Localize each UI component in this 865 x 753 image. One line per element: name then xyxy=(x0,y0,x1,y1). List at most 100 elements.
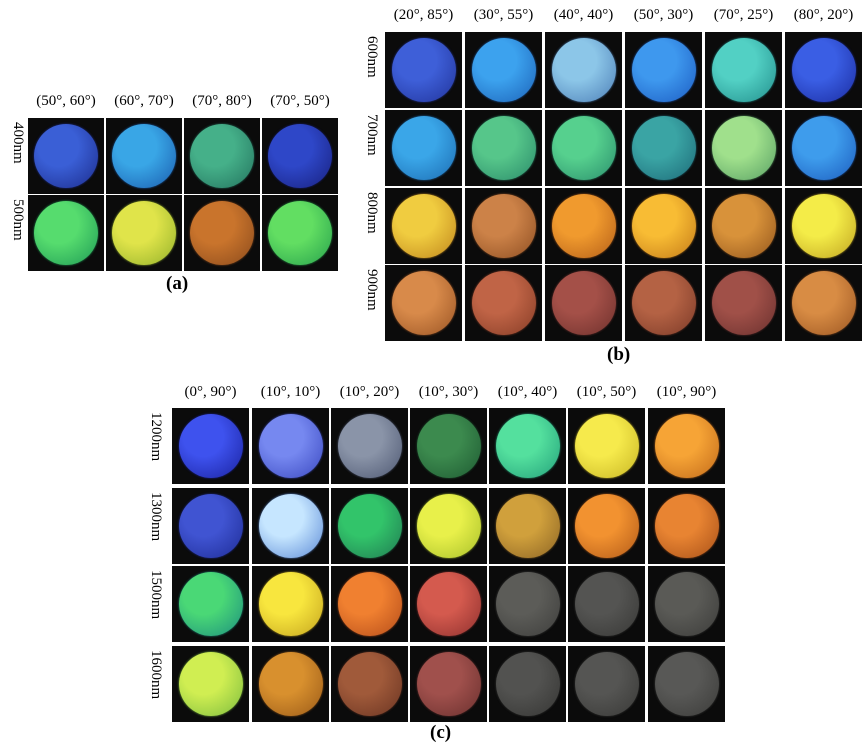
sample-disc xyxy=(574,652,639,716)
sample-cell xyxy=(625,32,702,108)
sample-disc xyxy=(791,38,856,102)
row-label: 700nm xyxy=(364,114,380,156)
sample-disc xyxy=(337,572,402,636)
sample-disc xyxy=(551,271,616,335)
row-label: 900nm xyxy=(364,269,380,311)
sample-cell xyxy=(465,32,542,108)
sample-cell xyxy=(489,408,566,484)
panel-caption: (c) xyxy=(430,722,452,743)
column-label: (10°, 40°) xyxy=(497,384,558,400)
sample-cell xyxy=(545,110,622,186)
sample-cell xyxy=(106,195,182,271)
sample-cell xyxy=(28,195,104,271)
sample-disc xyxy=(495,414,560,478)
sample-cell xyxy=(252,488,329,564)
sample-disc xyxy=(112,201,176,265)
sample-cell xyxy=(625,265,702,341)
sample-disc xyxy=(495,652,560,716)
sample-cell xyxy=(545,188,622,264)
sample-cell xyxy=(625,110,702,186)
sample-cell xyxy=(172,566,249,642)
sample-cell xyxy=(252,646,329,722)
sample-disc xyxy=(654,494,719,558)
sample-disc xyxy=(711,271,776,335)
sample-disc xyxy=(551,116,616,180)
sample-cell xyxy=(568,566,645,642)
column-label: (80°, 20°) xyxy=(793,7,854,23)
sample-cell xyxy=(252,566,329,642)
sample-cell xyxy=(465,110,542,186)
sample-cell xyxy=(648,488,725,564)
sample-cell xyxy=(785,265,862,341)
sample-disc xyxy=(654,652,719,716)
sample-cell xyxy=(410,488,487,564)
sample-cell xyxy=(252,408,329,484)
sample-cell xyxy=(262,195,338,271)
sample-cell xyxy=(705,265,782,341)
sample-disc xyxy=(268,124,332,188)
sample-disc xyxy=(416,572,481,636)
sample-disc xyxy=(391,116,456,180)
sample-cell xyxy=(489,646,566,722)
column-label: (70°, 50°) xyxy=(270,93,330,109)
sample-disc xyxy=(495,572,560,636)
panel-caption: (a) xyxy=(166,273,189,294)
column-label: (20°, 85°) xyxy=(393,7,454,23)
sample-disc xyxy=(631,38,696,102)
column-label: (10°, 90°) xyxy=(656,384,717,400)
sample-cell xyxy=(172,488,249,564)
column-label: (70°, 25°) xyxy=(713,7,774,23)
sample-cell xyxy=(385,188,462,264)
sample-disc xyxy=(391,194,456,258)
sample-cell xyxy=(648,646,725,722)
sample-disc xyxy=(471,116,536,180)
sample-disc xyxy=(178,652,243,716)
sample-cell xyxy=(28,118,104,194)
sample-cell xyxy=(385,265,462,341)
sample-cell xyxy=(410,646,487,722)
sample-cell xyxy=(648,566,725,642)
sample-disc xyxy=(711,116,776,180)
column-label: (0°, 90°) xyxy=(184,384,237,400)
sample-cell xyxy=(785,110,862,186)
sample-disc xyxy=(574,414,639,478)
sample-cell xyxy=(184,118,260,194)
sample-cell xyxy=(331,488,408,564)
sample-disc xyxy=(34,201,98,265)
sample-disc xyxy=(791,194,856,258)
sample-cell xyxy=(465,265,542,341)
sample-cell xyxy=(568,408,645,484)
panel-caption: (b) xyxy=(607,344,631,365)
sample-disc xyxy=(190,201,254,265)
column-label: (30°, 55°) xyxy=(473,7,534,23)
row-label: 1500nm xyxy=(148,570,164,620)
sample-disc xyxy=(551,38,616,102)
sample-cell xyxy=(489,488,566,564)
sample-cell xyxy=(648,408,725,484)
sample-cell xyxy=(385,110,462,186)
row-label: 1300nm xyxy=(148,492,164,542)
column-label: (60°, 70°) xyxy=(114,93,174,109)
column-label: (10°, 30°) xyxy=(418,384,479,400)
sample-cell xyxy=(410,566,487,642)
sample-disc xyxy=(654,572,719,636)
sample-disc xyxy=(654,414,719,478)
sample-cell xyxy=(262,118,338,194)
sample-cell xyxy=(568,646,645,722)
sample-disc xyxy=(416,414,481,478)
row-label: 500nm xyxy=(10,199,26,241)
sample-disc xyxy=(471,271,536,335)
sample-disc xyxy=(471,194,536,258)
row-label: 800nm xyxy=(364,192,380,234)
sample-disc xyxy=(791,116,856,180)
sample-disc xyxy=(178,572,243,636)
sample-disc xyxy=(631,116,696,180)
sample-disc xyxy=(574,572,639,636)
sample-cell xyxy=(106,118,182,194)
sample-disc xyxy=(178,414,243,478)
column-label: (50°, 30°) xyxy=(633,7,694,23)
column-label: (70°, 80°) xyxy=(192,93,252,109)
sample-disc xyxy=(337,652,402,716)
sample-disc xyxy=(631,194,696,258)
sample-disc xyxy=(416,494,481,558)
